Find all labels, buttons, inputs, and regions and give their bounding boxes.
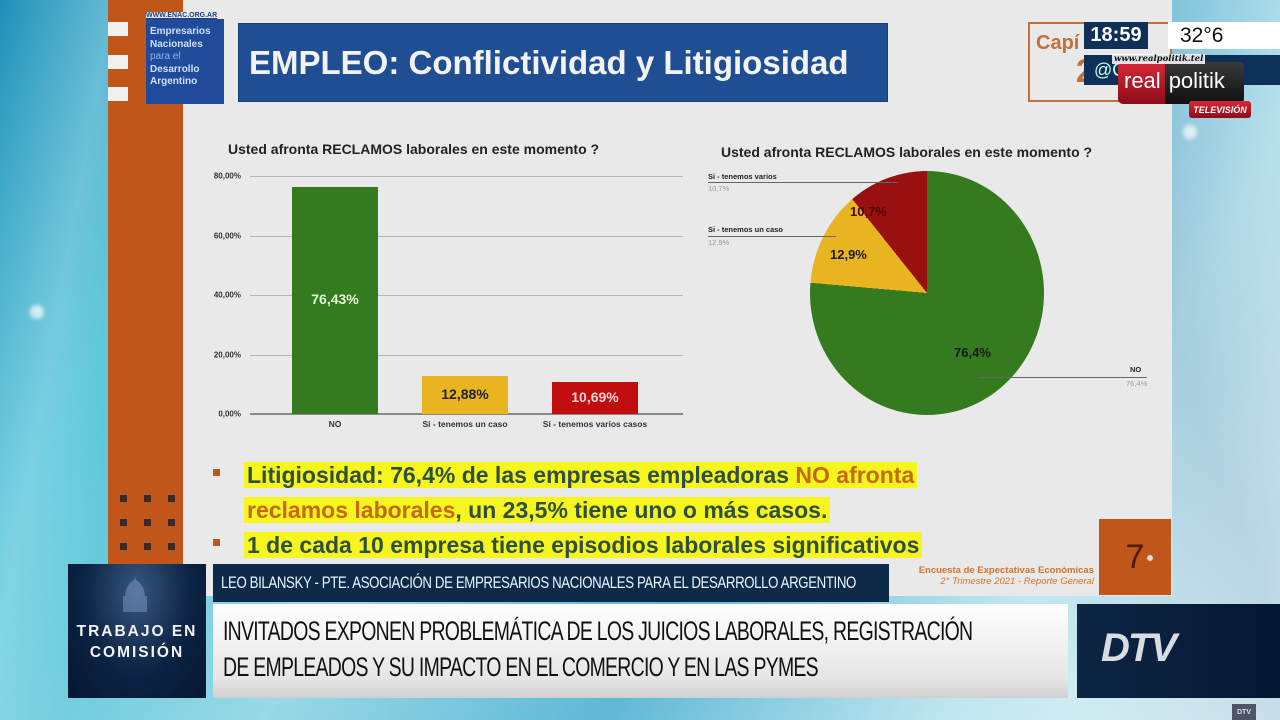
logo-text: Argentino <box>150 76 198 87</box>
bullet-text: Litigiosidad: 76,4% de las empresas empl… <box>247 462 796 488</box>
axis-baseline <box>250 413 683 415</box>
bar-value-label: 12,88% <box>441 386 489 402</box>
bullet-text: , un 23,5% tiene uno o más casos. <box>455 497 828 523</box>
strip-tab <box>108 55 128 69</box>
chapter-label: Capí <box>1036 32 1080 54</box>
pie-slice-label: 76,4% <box>954 345 991 360</box>
x-category-label: Si - tenemos un caso <box>422 419 508 429</box>
program-title: COMISIÓN <box>89 644 185 661</box>
clock: 18:59 <box>1084 22 1148 49</box>
headline-lower-third: INVITADOS EXPONEN PROBLEMÁTICA DE LOS JU… <box>213 604 1068 698</box>
gridline <box>250 176 683 177</box>
strip-tab <box>108 87 128 101</box>
y-tick-label: 80,00% <box>213 171 241 181</box>
headline-line: DE EMPLEADOS Y SU IMPACTO EN EL COMERCIO… <box>223 652 819 682</box>
dtv-logo-text: DTV <box>1101 626 1177 670</box>
gridline <box>250 295 683 296</box>
pie-legend-name: Si - tenemos varios <box>708 172 777 181</box>
logo-text: real <box>1118 62 1165 104</box>
y-tick-label: 0,00% <box>218 409 241 419</box>
y-tick-label: 20,00% <box>213 350 241 359</box>
program-badge: TRABAJO EN COMISIÓN <box>68 564 206 698</box>
headline-line: INVITADOS EXPONEN PROBLEMÁTICA DE LOS JU… <box>223 616 973 646</box>
pie-callout-line <box>708 182 898 183</box>
bar-no: 76,43% <box>292 187 378 414</box>
pie-callout-line <box>979 377 1147 378</box>
bar-plot-area: 80,00% 60,00% 40,00% 20,00% 0,00% 76,43%… <box>214 172 683 419</box>
bullet-marker <box>213 539 220 547</box>
page-number-text: 7 <box>1125 537 1145 576</box>
presentation-slide: Empresarios Nacionales para el Desarroll… <box>108 0 1172 596</box>
bokeh-light <box>30 305 44 319</box>
slide-footnote: Encuesta de Expectativas Económicas 2° T… <box>886 565 1094 587</box>
pie-slice-label: 10,7% <box>850 204 887 219</box>
bullet-1-line2: reclamos laborales, un 23,5% tiene uno o… <box>244 497 831 524</box>
bullet-marker <box>213 469 220 477</box>
bullet-2: 1 de cada 10 empresa tiene episodios lab… <box>213 532 923 559</box>
bullet-emphasis: reclamos laborales <box>247 497 456 523</box>
bullet-emphasis: NO afronta <box>795 462 915 488</box>
bar-value-label: 10,69% <box>571 389 619 405</box>
decorative-dot-grid <box>120 495 175 550</box>
pie-chart: Usted afronta RECLAMOS laborales en este… <box>698 135 1168 425</box>
page-number: 7 <box>1099 519 1171 595</box>
footnote-line: 2° Trimestre 2021 - Reporte General <box>940 576 1094 587</box>
pie <box>810 171 1044 415</box>
slide-title: EMPLEO: Conflictividad y Litigiosidad <box>238 23 888 102</box>
channel-logo: DTV <box>1077 604 1280 698</box>
logo-text: Desarrollo <box>150 63 200 75</box>
logo-url: WWW.ENAC.ORG.AR <box>146 12 224 19</box>
bokeh-light <box>1183 125 1197 139</box>
speaker-lower-third: LEO BILANSKY - PTE. ASOCIACIÓN DE EMPRES… <box>213 564 889 602</box>
bar-value-label: 76,43% <box>311 291 359 307</box>
temperature: 32°6 <box>1168 22 1280 49</box>
bullet-1-line1: Litigiosidad: 76,4% de las empresas empl… <box>213 462 918 489</box>
y-tick-label: 40,00% <box>213 290 241 300</box>
logo-text: Nacionales <box>150 38 203 50</box>
pie-callout-line <box>708 236 836 237</box>
congress-dome-icon <box>123 576 147 612</box>
bar-un-caso: 12,88% <box>422 376 508 414</box>
gridline <box>250 235 683 237</box>
pie-legend-value: 10,7% <box>708 184 730 193</box>
y-tick-label: 60,00% <box>213 231 241 240</box>
channel-watermark: DTV <box>1232 704 1256 720</box>
bar-chart: Usted afronta RECLAMOS laborales en este… <box>188 135 688 435</box>
pie-legend-name: NO <box>1130 365 1142 374</box>
program-title: TRABAJO EN <box>76 623 198 640</box>
x-category-label: Si - tenemos varios casos <box>542 419 648 429</box>
realpolitik-logo: real politik <box>1118 62 1244 104</box>
pointer-icon <box>1147 555 1153 561</box>
pie-legend-value: 76,4% <box>1126 379 1148 388</box>
speaker-name: LEO BILANSKY - PTE. ASOCIACIÓN DE EMPRES… <box>221 573 856 592</box>
strip-tab <box>108 22 128 36</box>
pie-legend-value: 12,9% <box>708 238 730 247</box>
gridline <box>250 354 683 356</box>
x-category-label: NO <box>328 419 342 429</box>
realpolitik-tv-badge: TELEVISIÓN <box>1189 101 1251 118</box>
enac-logo: Empresarios Nacionales para el Desarroll… <box>146 12 224 104</box>
pie-legend-name: Si - tenemos un caso <box>708 225 784 234</box>
logo-text: para el <box>150 51 181 62</box>
bullet-text: 1 de cada 10 empresa tiene episodios lab… <box>244 532 923 558</box>
logo-text: Empresarios <box>150 26 211 37</box>
logo-text: politik <box>1164 62 1244 104</box>
bar-chart-title: Usted afronta RECLAMOS laborales en este… <box>228 141 600 157</box>
pie-chart-title: Usted afronta RECLAMOS laborales en este… <box>721 144 1093 160</box>
footnote-line: Encuesta de Expectativas Económicas <box>918 565 1094 576</box>
bar-varios-casos: 10,69% <box>552 382 638 414</box>
realpolitik-url: www.realpolitik.tel <box>1112 54 1206 64</box>
pie-slice-label: 12,9% <box>830 247 867 262</box>
